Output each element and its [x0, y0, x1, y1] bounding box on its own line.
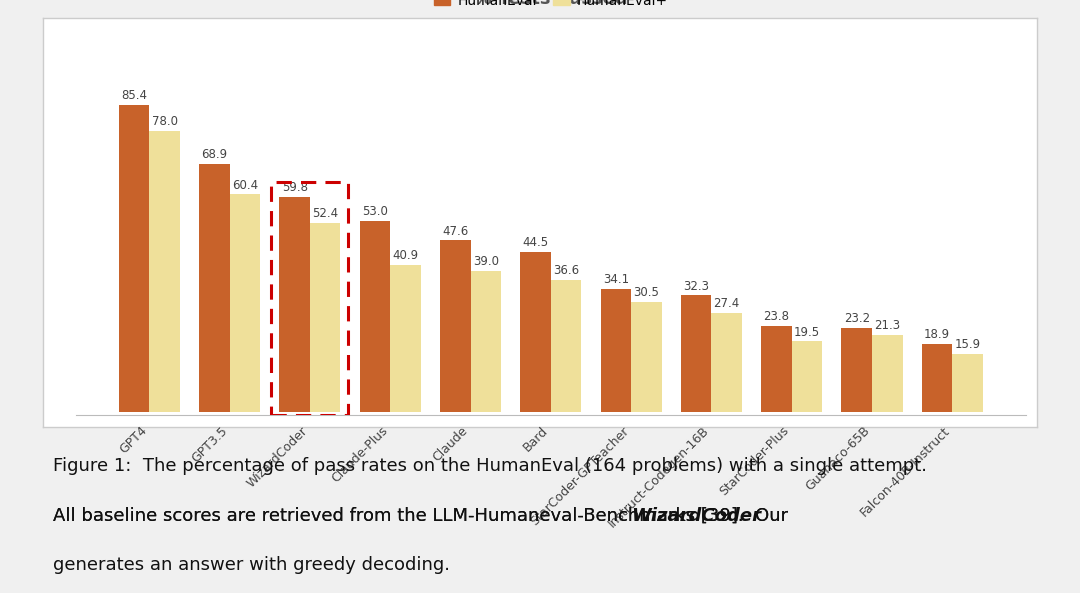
Bar [149, 131, 180, 412]
Text: 59.8: 59.8 [282, 181, 308, 194]
Text: Figure 1:  The percentage of pass rates on the HumanEval (164 problems) with a s: Figure 1: The percentage of pass rates o… [53, 457, 927, 476]
Text: 60.4: 60.4 [232, 178, 258, 192]
Bar [921, 343, 953, 412]
Text: 34.1: 34.1 [603, 273, 629, 286]
Text: 52.4: 52.4 [312, 208, 338, 221]
Text: generates an answer with greedy decoding.: generates an answer with greedy decoding… [53, 556, 450, 574]
Bar [119, 104, 149, 412]
Text: 40.9: 40.9 [392, 248, 419, 262]
Title: % Tests Passed: % Tests Passed [474, 0, 627, 8]
Bar [440, 240, 471, 412]
Text: 23.8: 23.8 [764, 310, 789, 323]
Text: All baseline scores are retrieved from the LLM-Humaneval-Benchmarks [39].  Our: All baseline scores are retrieved from t… [53, 506, 794, 525]
Bar [271, 182, 349, 415]
Text: 19.5: 19.5 [794, 326, 820, 339]
Bar [680, 295, 712, 412]
Bar [792, 342, 822, 412]
Bar [712, 313, 742, 412]
Bar [872, 335, 903, 412]
Bar [471, 272, 501, 412]
Text: 53.0: 53.0 [362, 205, 388, 218]
Text: 18.9: 18.9 [924, 328, 950, 341]
Text: 39.0: 39.0 [473, 256, 499, 269]
Text: 15.9: 15.9 [955, 339, 981, 352]
Bar [280, 197, 310, 412]
Bar [631, 302, 662, 412]
Bar [390, 264, 421, 412]
Bar [521, 251, 551, 412]
Bar [310, 223, 340, 412]
Text: 68.9: 68.9 [201, 148, 228, 161]
Bar [230, 195, 260, 412]
Text: 36.6: 36.6 [553, 264, 579, 277]
Bar [199, 164, 230, 412]
Bar [761, 326, 792, 412]
Bar [551, 280, 581, 412]
Bar [953, 355, 983, 412]
Text: 78.0: 78.0 [151, 115, 177, 128]
Text: 30.5: 30.5 [633, 286, 659, 299]
Bar [841, 328, 872, 412]
Legend: HumanEval, HumanEval+: HumanEval, HumanEval+ [428, 0, 674, 13]
Text: 23.2: 23.2 [843, 313, 869, 325]
Bar [360, 221, 390, 412]
Text: All baseline scores are retrieved from the LLM-Humaneval-Benchmarks [39].  Our W: All baseline scores are retrieved from t… [53, 506, 909, 525]
Bar [600, 289, 631, 412]
Text: 27.4: 27.4 [714, 297, 740, 310]
Text: 47.6: 47.6 [442, 225, 469, 238]
Text: 32.3: 32.3 [684, 279, 710, 292]
Text: 21.3: 21.3 [874, 319, 901, 332]
Text: 85.4: 85.4 [121, 89, 147, 102]
Text: 44.5: 44.5 [523, 235, 549, 248]
Text: All baseline scores are retrieved from the LLM-Humaneval-Benchmarks [39].  Our: All baseline scores are retrieved from t… [53, 506, 794, 525]
Text: WizardCoder: WizardCoder [632, 506, 761, 525]
